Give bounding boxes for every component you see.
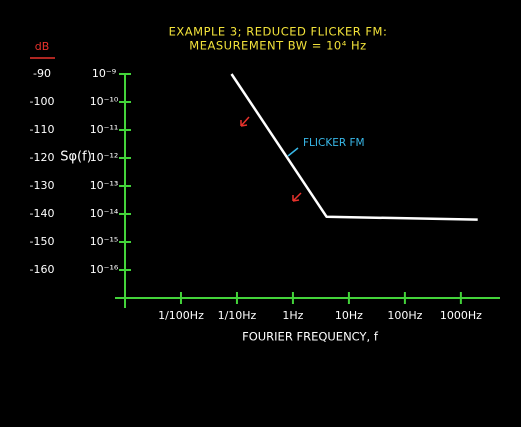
x-tick-label: 1/10Hz <box>218 309 257 322</box>
y2-axis-label: Sφ(f) <box>60 150 92 165</box>
y2-tick-label: 10⁻⁹ <box>92 67 116 80</box>
chart-subtitle: MEASUREMENT BW = 10⁴ Hz <box>189 39 366 53</box>
y2-tick-label: 10⁻¹⁵ <box>90 235 119 248</box>
y-tick-label: -140 <box>30 207 55 220</box>
y-tick-label: -90 <box>33 67 51 80</box>
arrow <box>292 192 302 202</box>
y2-tick-label: 10⁻¹⁰ <box>90 95 119 108</box>
y2-tick-label: 10⁻¹² <box>90 151 119 164</box>
annotation: FLICKER FM <box>303 137 365 149</box>
y-tick-label: -150 <box>30 235 55 248</box>
y-tick-label: -130 <box>30 179 55 192</box>
x-tick-label: 1000Hz <box>440 309 482 322</box>
arrow <box>240 116 250 127</box>
x-tick-label: 1Hz <box>282 309 303 322</box>
y-tick-label: -160 <box>30 263 55 276</box>
y-tick-label: -110 <box>30 123 55 136</box>
x-tick-label: 1/100Hz <box>158 309 204 322</box>
x-axis-label: FOURIER FREQUENCY, f <box>242 330 379 344</box>
y2-tick-label: 10⁻¹¹ <box>90 123 119 136</box>
y-axis-label: dB <box>35 40 50 53</box>
x-tick-label: 100Hz <box>387 309 422 322</box>
y2-tick-label: 10⁻¹³ <box>90 179 119 192</box>
y2-tick-label: 10⁻¹⁴ <box>90 207 119 220</box>
y-tick-label: -120 <box>30 151 55 164</box>
data-line <box>230 73 478 221</box>
y-tick-label: -100 <box>30 95 55 108</box>
annotation-arrow <box>287 147 299 157</box>
chart-title: EXAMPLE 3; REDUCED FLICKER FM: <box>169 25 388 39</box>
y2-tick-label: 10⁻¹⁶ <box>90 263 119 276</box>
x-tick-label: 10Hz <box>335 309 363 322</box>
